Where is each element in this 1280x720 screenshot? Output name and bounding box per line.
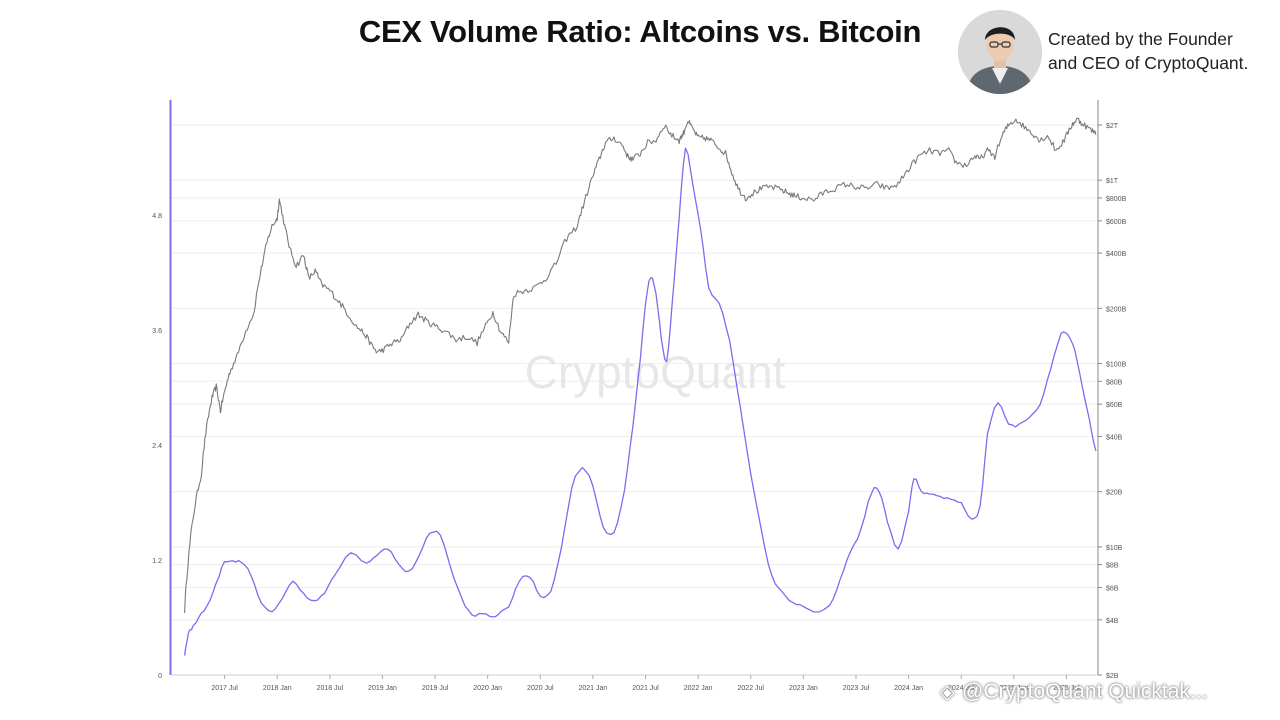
x-tick-label: 2020 Jul: [527, 685, 554, 692]
x-tick-label: 2018 Jan: [263, 685, 292, 692]
y-right-tick-label: $1T: [1106, 178, 1119, 185]
x-tick-label: 2022 Jul: [738, 685, 765, 692]
volume-ratio-line: [183, 147, 1097, 656]
y-left-tick-label: 2.4: [152, 443, 162, 450]
y-left-tick-label: 4.8: [152, 213, 162, 220]
y-right-tick-label: $600B: [1106, 219, 1127, 226]
creator-credit: Created by the Founder and CEO of Crypto…: [1048, 27, 1278, 75]
y-right-tick-label: $10B: [1106, 545, 1123, 552]
y-left-tick-label: 0: [158, 673, 162, 680]
x-tick-label: 2024 Jul: [948, 685, 975, 692]
y-left-tick-label: 3.6: [152, 328, 162, 335]
credit-line-1: Created by the Founder: [1048, 29, 1233, 49]
share-icon: ◈: [940, 682, 955, 703]
y-right-tick-label: $20B: [1106, 490, 1123, 497]
x-tick-label: 2018 Jul: [317, 685, 344, 692]
x-tick-label: 2017 Jul: [211, 685, 238, 692]
chart-watermark: CryptoQuant: [525, 346, 786, 398]
y-right-tick-label: $200B: [1106, 306, 1127, 313]
x-tick-label: 2019 Jul: [422, 685, 449, 692]
x-tick-label: 2022 Jan: [684, 685, 713, 692]
x-tick-label: 2024 Jan: [894, 685, 923, 692]
y-left-tick-label: 1.2: [152, 558, 162, 565]
y-right-tick-label: $4B: [1106, 618, 1119, 625]
y-right-tick-label: $2B: [1106, 673, 1119, 680]
credit-line-2: and CEO of CryptoQuant.: [1048, 53, 1249, 73]
x-tick-label: 2020 Jan: [473, 685, 502, 692]
x-tick-label: 2019 Jan: [368, 685, 397, 692]
y-right-tick-label: $6B: [1106, 586, 1119, 593]
x-tick-label: 2025 Jan: [999, 685, 1028, 692]
x-tick-label: 2021 Jul: [632, 685, 659, 692]
y-right-tick-label: $40B: [1106, 434, 1123, 441]
footer-watermark-text: @CryptoQuant Quicktak...: [962, 680, 1208, 703]
x-tick-label: 2023 Jan: [789, 685, 818, 692]
y-right-tick-label: $8B: [1106, 563, 1119, 570]
y-right-tick-label: $80B: [1106, 379, 1123, 386]
y-right-tick-label: $2T: [1106, 123, 1119, 130]
y-right-tick-label: $100B: [1106, 362, 1127, 369]
footer-watermark: ◈ @CryptoQuant Quicktak...: [940, 680, 1207, 704]
y-right-tick-label: $400B: [1106, 251, 1127, 258]
market-cap-line: [184, 117, 1097, 614]
x-tick-label: 2025 Jul: [1053, 685, 1080, 692]
x-tick-label: 2021 Jan: [579, 685, 608, 692]
y-right-tick-label: $800B: [1106, 196, 1127, 203]
person-portrait-icon: [958, 10, 1042, 94]
founder-avatar: [958, 10, 1042, 94]
x-tick-label: 2023 Jul: [843, 685, 870, 692]
y-right-tick-label: $60B: [1106, 402, 1123, 409]
chart-title: CEX Volume Ratio: Altcoins vs. Bitcoin: [358, 14, 922, 49]
